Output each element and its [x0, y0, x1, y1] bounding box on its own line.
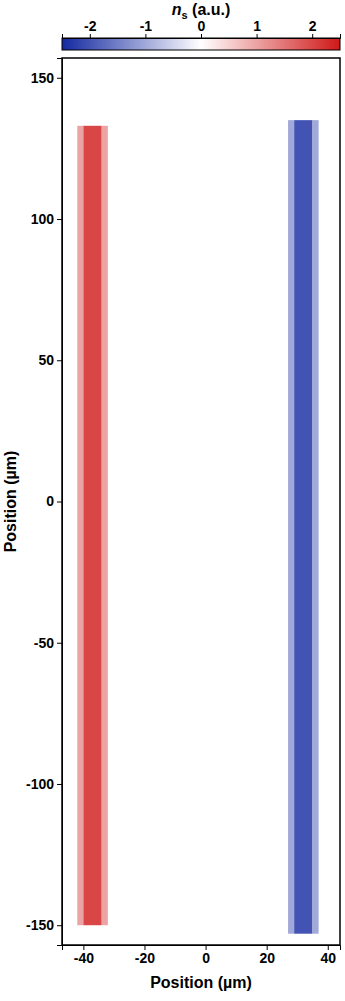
chart: -2 -1 0 1 2 ns (a.u.) -40 -20 0 20 40 -150 -100 -50 0 5…	[0, 0, 345, 1001]
y-tick-label: -50	[34, 635, 54, 651]
colorbar-tick-mark	[145, 34, 146, 38]
colorbar-tick-mark	[312, 34, 313, 38]
colorbar-tick-label: 2	[309, 18, 317, 34]
x-tick-label: -40	[74, 950, 94, 966]
colorbar-tick-label: -2	[84, 18, 97, 34]
heatmap-cell	[313, 120, 319, 934]
y-tick: -50	[34, 635, 62, 651]
colorbar-tick-label: -1	[140, 18, 153, 34]
y-tick: -100	[26, 776, 62, 792]
x-tick-label: -20	[135, 950, 155, 966]
y-axis: -150 -100 -50 0 50 100 150	[26, 59, 63, 946]
y-tick: 0	[46, 493, 62, 509]
heatmap-cell	[83, 126, 101, 925]
colorbar-tick-mark	[90, 34, 91, 38]
colorbar-axis-line	[63, 34, 341, 39]
y-tick-label: 100	[31, 211, 55, 227]
colorbar-title: ns (a.u.)	[172, 1, 231, 21]
y-tick-label: 50	[38, 352, 54, 368]
colorbar-tick: 0	[198, 18, 206, 38]
x-tick-label: 20	[259, 950, 275, 966]
heatmap-cell	[62, 58, 340, 945]
y-tick-label: -100	[26, 776, 54, 792]
x-tick: 20	[259, 945, 275, 966]
colorbar-tick-mark	[257, 34, 258, 38]
colorbar-tick: -2	[84, 18, 97, 38]
heatmap	[62, 58, 340, 945]
y-tick: 100	[31, 211, 62, 227]
x-tick: 40	[320, 945, 336, 966]
x-axis: -40 -20 0 20 40	[63, 945, 341, 966]
x-tick: -20	[135, 945, 155, 966]
heatmap-cell	[288, 120, 294, 934]
y-tick: 150	[31, 70, 62, 86]
heatmap-cell	[294, 120, 312, 934]
x-tick: 0	[202, 945, 210, 966]
colorbar-tick-mark	[201, 34, 202, 38]
y-tick-label: 150	[31, 70, 55, 86]
heatmap-cell	[102, 126, 108, 925]
y-tick-label: -150	[26, 917, 54, 933]
x-axis-title: Position (µm)	[150, 974, 252, 991]
colorbar-tick: 1	[253, 18, 261, 38]
y-axis-title: Position (µm)	[2, 451, 19, 553]
colorbar-tick-label: 1	[253, 18, 261, 34]
colorbar-tick-label: 0	[198, 18, 206, 34]
x-tick: -40	[74, 945, 94, 966]
heatmap-cell	[77, 126, 83, 925]
colorbar-axis: -2 -1 0 1 2	[63, 18, 341, 39]
colorbar	[62, 38, 340, 50]
colorbar-tick: 2	[309, 18, 317, 38]
plot-frame	[62, 58, 340, 945]
y-tick: 50	[38, 352, 62, 368]
colorbar-tick: -1	[140, 18, 153, 38]
x-tick-label: 0	[202, 950, 210, 966]
x-tick-label: 40	[320, 950, 336, 966]
y-tick-label: 0	[46, 493, 54, 509]
y-tick: -150	[26, 917, 62, 933]
